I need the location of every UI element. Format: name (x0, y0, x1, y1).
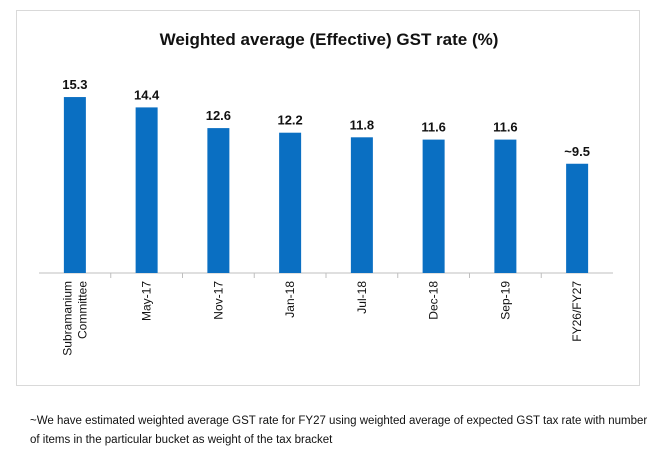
data-label-0: 15.3 (62, 77, 87, 92)
data-label-7: ~9.5 (564, 144, 590, 159)
bar-3 (279, 132, 302, 273)
bar-7 (566, 163, 589, 273)
x-tick-label-7: FY26/FY27 (570, 281, 584, 342)
data-label-4: 11.8 (350, 117, 375, 132)
x-tick-label-0-line-0: Subramanium (60, 281, 74, 356)
x-tick-label-0-line-1: Committee (75, 281, 89, 339)
x-tick-label-4: Jul-18 (355, 281, 369, 314)
bar-4 (350, 137, 373, 273)
x-tick-label-5: Dec-18 (427, 281, 441, 320)
x-tick-label-3: Jan-18 (283, 281, 297, 318)
data-label-2: 12.6 (206, 108, 231, 123)
x-tick-label-1: May-17 (140, 281, 154, 321)
plot-area: 15.3 Subramanium Committee 14.4 May-17 12.6 No… (39, 77, 613, 356)
bar-6 (494, 139, 517, 273)
bar-0 (63, 97, 86, 273)
chart-frame: Weighted average (Effective) GST rate (%… (16, 10, 640, 386)
footnote: ~We have estimated weighted average GST … (30, 415, 648, 446)
data-label-5: 11.6 (421, 120, 446, 135)
data-label-3: 12.2 (277, 113, 302, 128)
bar-1 (135, 107, 158, 274)
chart-title: Weighted average (Effective) GST rate (%… (160, 30, 499, 49)
bar-5 (422, 139, 445, 273)
data-label-6: 11.6 (493, 120, 518, 135)
chart-svg: Weighted average (Effective) GST rate (%… (39, 30, 613, 356)
bar-2 (207, 128, 230, 273)
data-label-1: 14.4 (134, 87, 160, 102)
x-tick-label-6: Sep-19 (498, 281, 512, 320)
x-tick-label-2: Nov-17 (211, 281, 225, 320)
